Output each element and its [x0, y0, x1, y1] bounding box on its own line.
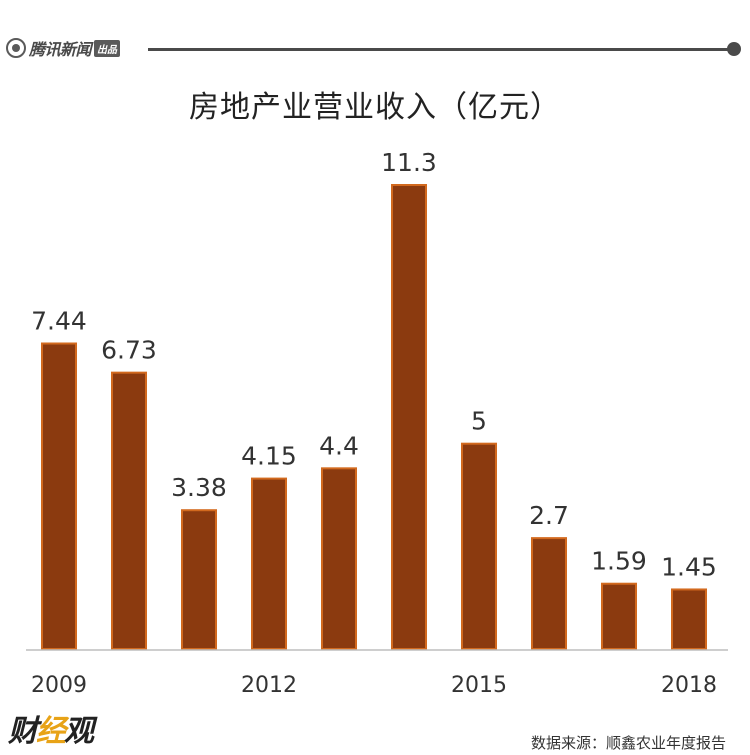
header-divider-dot — [727, 42, 741, 56]
value-label-2016: 2.7 — [529, 501, 569, 530]
brand-tag: 出品 — [94, 39, 121, 57]
value-label-2013: 4.4 — [319, 431, 359, 460]
value-label-2017: 1.59 — [591, 547, 647, 576]
value-label-2015: 5 — [471, 407, 487, 436]
bar-2010 — [111, 371, 147, 650]
value-label-2018: 1.45 — [661, 552, 717, 581]
tencent-news-logo-icon — [6, 38, 26, 58]
value-label-2014: 11.3 — [381, 148, 437, 177]
bar-2018 — [671, 588, 707, 651]
value-label-2009: 7.44 — [31, 306, 87, 335]
x-tick-label-2018: 2018 — [661, 673, 717, 698]
header: 腾讯新闻 出品 — [6, 36, 744, 62]
bar-2012 — [251, 477, 287, 650]
bar-2013 — [321, 467, 357, 650]
value-label-2010: 6.73 — [101, 336, 157, 365]
bar-2016 — [531, 537, 567, 651]
caijingguan-logo: 财经观 — [8, 714, 94, 749]
chart-title: 房地产业营业收入（亿元） — [189, 90, 561, 125]
bar-2017 — [601, 582, 637, 650]
x-tick-label-2009: 2009 — [31, 673, 87, 698]
x-tick-label-2012: 2012 — [241, 673, 297, 698]
bar-2015 — [461, 442, 497, 651]
value-label-2012: 4.15 — [241, 442, 297, 471]
data-source: 数据来源：顺鑫农业年度报告 — [530, 734, 726, 752]
bar-2009 — [41, 342, 77, 650]
bar-2011 — [181, 509, 217, 651]
value-label-2011: 3.38 — [171, 473, 227, 502]
x-tick-label-2015: 2015 — [451, 673, 507, 698]
bar-2014 — [391, 184, 427, 650]
brand-name: 腾讯新闻 — [29, 40, 92, 59]
brand: 腾讯新闻 出品 — [6, 36, 121, 60]
header-divider — [148, 48, 728, 51]
